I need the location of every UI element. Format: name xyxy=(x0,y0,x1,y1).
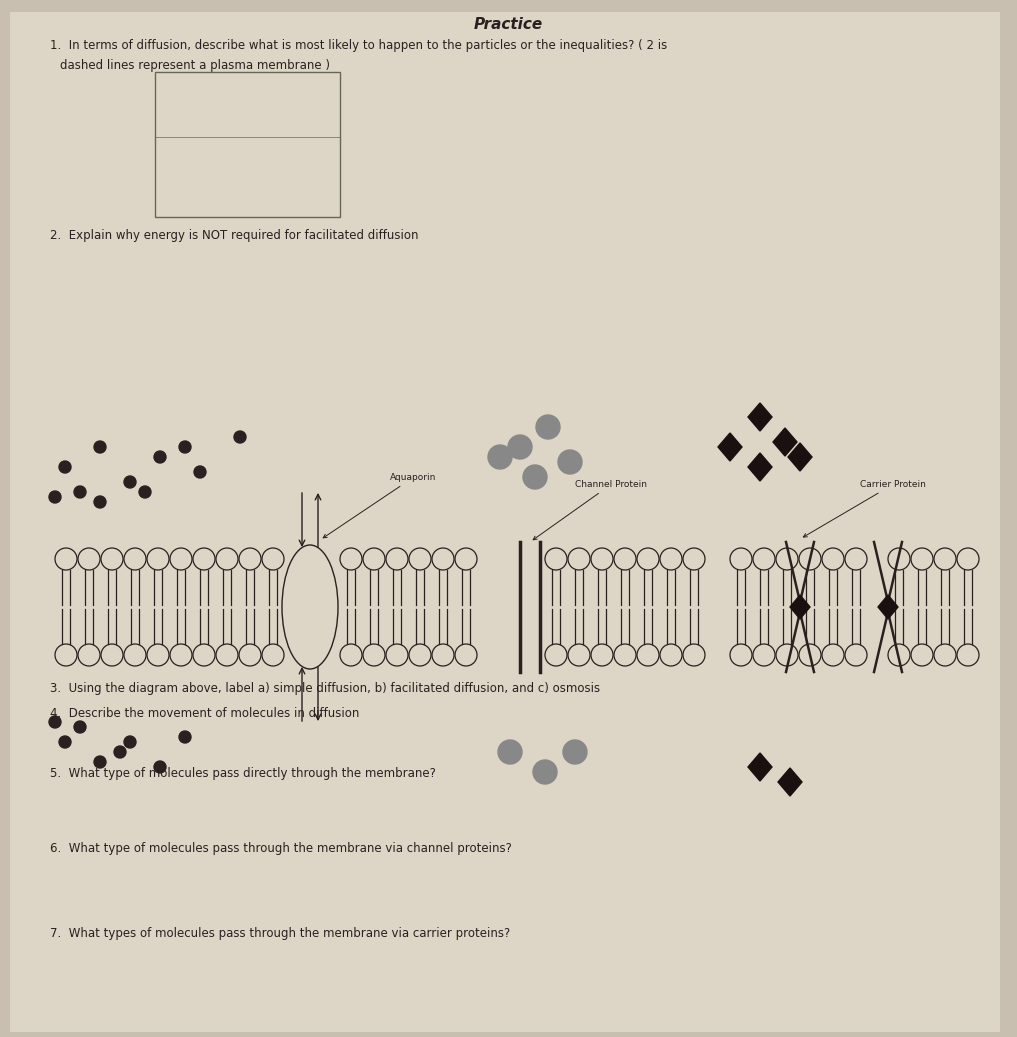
Text: 5.  What type of molecules pass directly through the membrane?: 5. What type of molecules pass directly … xyxy=(50,767,436,780)
Polygon shape xyxy=(788,443,812,471)
Circle shape xyxy=(523,465,547,489)
Polygon shape xyxy=(747,403,772,431)
Circle shape xyxy=(558,450,582,474)
Circle shape xyxy=(74,486,86,498)
Text: dashed lines represent a plasma membrane ): dashed lines represent a plasma membrane… xyxy=(60,59,330,72)
Polygon shape xyxy=(878,595,898,619)
FancyBboxPatch shape xyxy=(10,12,1000,1032)
Text: Carrier Protein: Carrier Protein xyxy=(803,480,925,537)
Circle shape xyxy=(59,736,71,748)
Circle shape xyxy=(124,736,136,748)
Polygon shape xyxy=(747,753,772,781)
Circle shape xyxy=(59,461,71,473)
Circle shape xyxy=(508,435,532,459)
Circle shape xyxy=(536,415,560,439)
Text: 7.  What types of molecules pass through the membrane via carrier proteins?: 7. What types of molecules pass through … xyxy=(50,927,511,940)
Circle shape xyxy=(194,466,206,478)
Circle shape xyxy=(179,731,191,742)
Circle shape xyxy=(49,491,61,503)
Text: 1.  In terms of diffusion, describe what is most likely to happen to the particl: 1. In terms of diffusion, describe what … xyxy=(50,39,667,52)
Circle shape xyxy=(154,451,166,463)
Polygon shape xyxy=(773,428,797,456)
Polygon shape xyxy=(778,768,802,796)
Text: 2.  Explain why energy is NOT required for facilitated diffusion: 2. Explain why energy is NOT required fo… xyxy=(50,229,419,242)
Polygon shape xyxy=(747,453,772,481)
Circle shape xyxy=(94,496,106,508)
Circle shape xyxy=(74,721,86,733)
Polygon shape xyxy=(718,433,742,461)
Circle shape xyxy=(488,445,512,469)
Text: 4.  Describe the movement of molecules in diffusion: 4. Describe the movement of molecules in… xyxy=(50,707,359,720)
Text: Channel Protein: Channel Protein xyxy=(533,480,647,540)
Circle shape xyxy=(94,441,106,453)
Circle shape xyxy=(139,486,151,498)
Circle shape xyxy=(533,760,557,784)
Circle shape xyxy=(179,441,191,453)
Text: Aquaporin: Aquaporin xyxy=(323,473,436,538)
Circle shape xyxy=(498,740,522,764)
Circle shape xyxy=(563,740,587,764)
Text: 6.  What type of molecules pass through the membrane via channel proteins?: 6. What type of molecules pass through t… xyxy=(50,842,512,854)
Circle shape xyxy=(49,716,61,728)
Circle shape xyxy=(94,756,106,768)
Polygon shape xyxy=(790,595,810,619)
Circle shape xyxy=(234,431,246,443)
Text: 3.  Using the diagram above, label a) simple diffusion, b) facilitated diffusion: 3. Using the diagram above, label a) sim… xyxy=(50,682,600,695)
Circle shape xyxy=(124,476,136,488)
Circle shape xyxy=(114,746,126,758)
Circle shape xyxy=(154,761,166,773)
Text: Practice: Practice xyxy=(473,17,543,32)
